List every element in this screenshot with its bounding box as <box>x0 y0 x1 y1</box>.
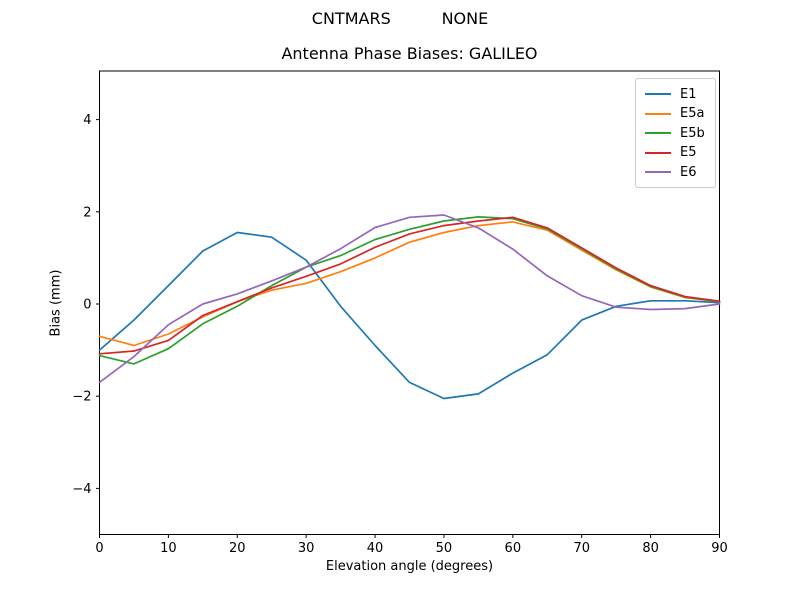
legend-item-E5b: E5b <box>645 127 706 140</box>
legend-label-E5a: E5a <box>680 106 705 121</box>
x-tick-label: 10 <box>160 541 177 556</box>
series-line-E6 <box>98 214 721 384</box>
legend-line-sample-E5a <box>645 112 671 115</box>
x-tick-label: 20 <box>229 541 246 556</box>
legend-label-E6: E6 <box>680 164 697 180</box>
legend-line-sample-E5b <box>645 132 671 134</box>
x-tick-label: 0 <box>95 541 103 556</box>
x-axis-label: Elevation angle (degrees) <box>325 559 494 574</box>
series-line-E5a <box>98 221 721 347</box>
legend-line-sample-E6 <box>645 171 671 173</box>
x-tick-label: 30 <box>298 541 315 556</box>
x-tick-label: 80 <box>642 541 659 556</box>
y-tick-label: −2 <box>72 390 91 405</box>
x-tick-label: 90 <box>711 541 728 556</box>
x-tick-label: 50 <box>436 541 453 556</box>
legend-label-E1: E1 <box>680 86 697 102</box>
legend: E1 E5a E5b E5 E6 <box>635 78 716 188</box>
legend-label-E5b: E5b <box>680 125 705 141</box>
y-axis-label: Bias (mm) <box>48 269 64 337</box>
legend-item-E6: E6 <box>645 166 706 179</box>
series-line-E1 <box>98 231 721 400</box>
y-tick-label: 4 <box>83 113 91 128</box>
legend-line-sample-E1 <box>645 93 671 95</box>
x-tick-label: 60 <box>505 541 522 556</box>
legend-line-sample-E5 <box>645 151 671 154</box>
run-suptitle: CNTMARS NONE <box>311 9 489 28</box>
series-line-E5b <box>98 216 721 365</box>
x-tick-label: 70 <box>573 541 590 556</box>
legend-item-E1: E1 <box>645 88 706 101</box>
y-tick-label: −4 <box>72 482 91 497</box>
y-tick-label: 2 <box>83 205 91 220</box>
series-line-E5 <box>98 216 721 355</box>
legend-item-E5: E5 <box>645 146 706 159</box>
legend-label-E5: E5 <box>680 145 697 160</box>
legend-item-E5a: E5a <box>645 107 706 120</box>
axes-frame <box>99 70 720 535</box>
y-tick-label: 0 <box>83 298 91 313</box>
chart-title: Antenna Phase Biases: GALILEO <box>281 44 538 63</box>
x-tick-label: 40 <box>367 541 384 556</box>
